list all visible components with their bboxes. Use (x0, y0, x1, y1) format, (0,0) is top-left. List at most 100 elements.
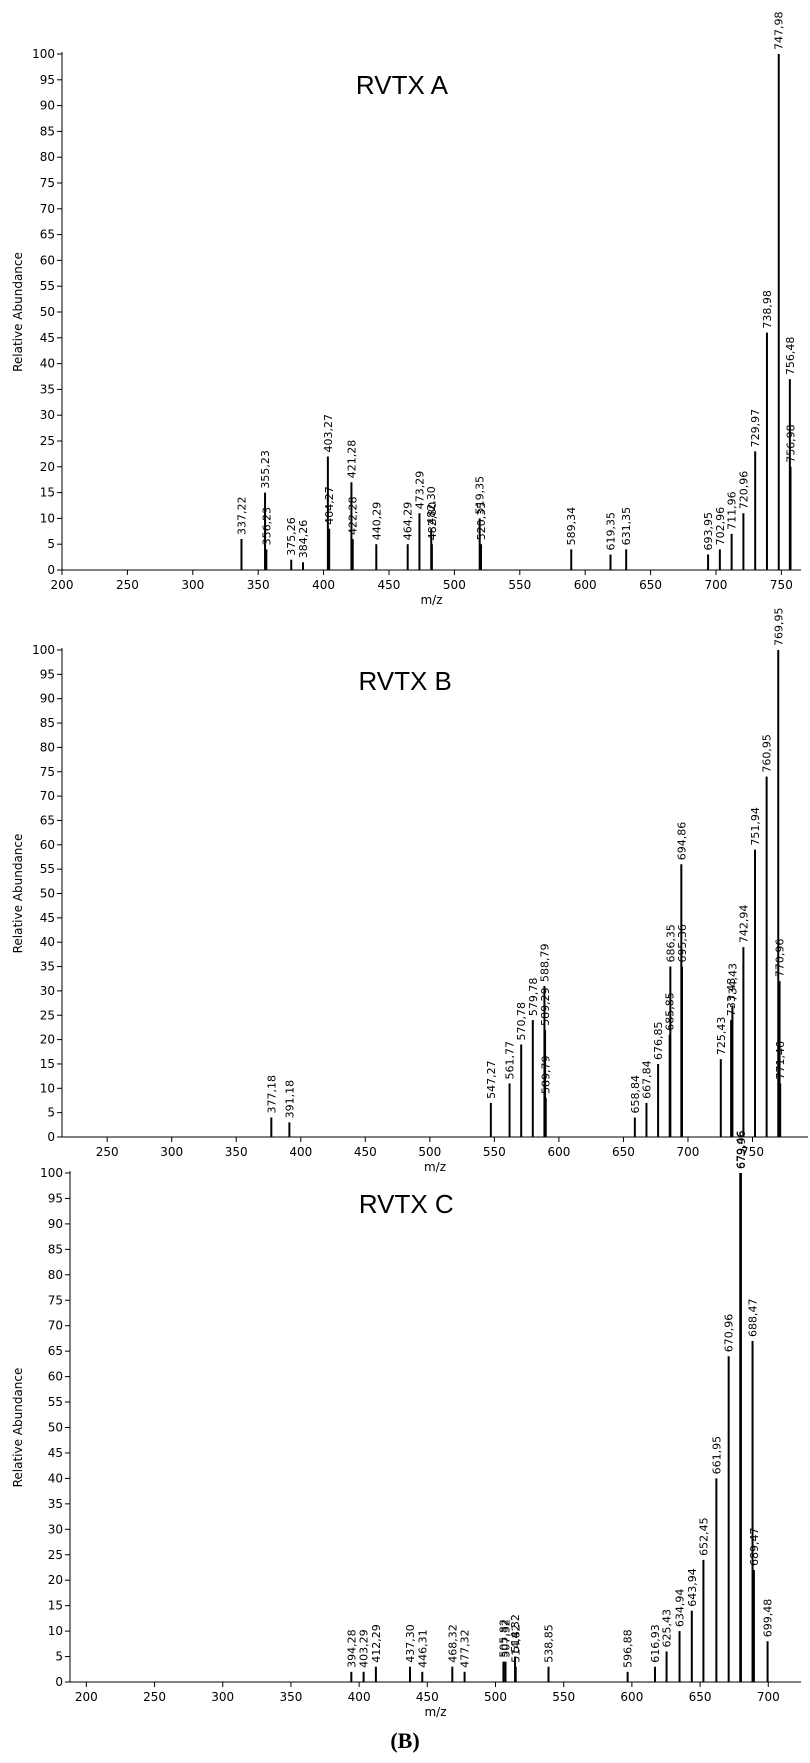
y-tick-label: 85 (40, 124, 55, 138)
peak-label: 404,27 (323, 486, 336, 525)
x-tick-label: 250 (96, 1145, 119, 1159)
y-tick-label: 5 (47, 1106, 55, 1120)
peak-label: 643,94 (686, 1568, 699, 1607)
y-tick-label: 55 (40, 862, 55, 876)
peak-label: 412,29 (370, 1624, 383, 1663)
y-axis-label: Relative Abundance (11, 1368, 25, 1488)
x-axis-label: m/z (424, 1160, 446, 1174)
y-tick-label: 75 (48, 1293, 63, 1307)
peak-label: 702,96 (714, 507, 727, 546)
peak-label: 670,96 (723, 1314, 736, 1353)
peak-label: 505,82 (497, 1619, 510, 1658)
y-tick-label: 35 (40, 382, 55, 396)
spectrum-chart: 0 5 10 15 20 25 30 35 40 45 50 55 60 65 70 75 80 85 90 95 10… (11, 608, 808, 1174)
peak-label: 693,95 (702, 512, 715, 551)
x-tick-label: 500 (484, 1690, 507, 1704)
y-tick-label: 15 (40, 1057, 55, 1071)
peak-label: 616,93 (649, 1624, 662, 1663)
peak-label: 464,29 (402, 502, 415, 541)
y-tick-label: 30 (40, 984, 55, 998)
x-tick-label: 400 (289, 1145, 312, 1159)
x-tick-label: 300 (211, 1690, 234, 1704)
x-tick-label: 350 (247, 578, 270, 592)
peak-label: 694,86 (675, 822, 688, 861)
y-tick-label: 30 (48, 1522, 63, 1536)
y-tick-label: 25 (40, 1008, 55, 1022)
chart-title: RVTX A (356, 70, 449, 100)
x-tick-label: 750 (741, 1145, 764, 1159)
x-tick-label: 450 (378, 578, 401, 592)
peak-label: 625,43 (661, 1609, 674, 1648)
peak-label: 689,47 (748, 1528, 761, 1567)
y-tick-label: 100 (32, 47, 55, 61)
x-tick-label: 700 (677, 1145, 700, 1159)
peak-label: 437,30 (404, 1624, 417, 1663)
peak-label: 699,48 (762, 1599, 775, 1638)
y-tick-label: 10 (40, 511, 55, 525)
peak-label: 770,96 (774, 939, 787, 978)
y-tick-label: 95 (40, 73, 55, 87)
peak-label: 520,35 (475, 502, 488, 541)
chart-title: RVTX C (359, 1189, 454, 1219)
x-tick-label: 500 (418, 1145, 441, 1159)
x-tick-label: 350 (279, 1690, 302, 1704)
peak-label: 738,98 (761, 290, 774, 329)
peak-label: 356,23 (260, 507, 273, 546)
peak-label: 570,78 (515, 1002, 528, 1041)
peak-label: 482,30 (425, 486, 438, 525)
peak-label: 742,94 (737, 905, 750, 944)
peak-label: 579,78 (527, 978, 540, 1017)
y-tick-label: 20 (40, 460, 55, 474)
y-tick-label: 80 (40, 150, 55, 164)
y-tick-label: 45 (40, 911, 55, 925)
peak-label: 631,35 (620, 507, 633, 546)
y-tick-label: 75 (40, 765, 55, 779)
peak-label: 561,77 (504, 1041, 517, 1080)
x-tick-label: 600 (547, 1145, 570, 1159)
y-tick-label: 85 (48, 1242, 63, 1256)
peak-label: 403,27 (322, 414, 335, 453)
y-tick-label: 60 (40, 253, 55, 267)
peak-label: 667,84 (640, 1060, 653, 1099)
y-tick-label: 65 (40, 813, 55, 827)
peak-label: 769,95 (772, 608, 785, 647)
y-tick-label: 35 (48, 1497, 63, 1511)
y-tick-label: 55 (40, 279, 55, 293)
y-tick-label: 45 (40, 331, 55, 345)
peak-label: 394,28 (345, 1629, 358, 1668)
peak-label: 711,96 (726, 491, 739, 530)
peak-label: 686,35 (664, 924, 677, 963)
x-tick-label: 700 (705, 578, 728, 592)
peak-label: 519,35 (474, 476, 487, 515)
y-tick-label: 90 (40, 99, 55, 113)
y-tick-label: 60 (40, 838, 55, 852)
x-tick-label: 600 (574, 578, 597, 592)
peak-label: 589,34 (565, 507, 578, 546)
peak-label: 679,46 (734, 1131, 747, 1170)
peak-label: 676,85 (652, 1021, 665, 1060)
x-tick-label: 500 (443, 578, 466, 592)
y-tick-label: 80 (40, 740, 55, 754)
x-tick-label: 650 (639, 578, 662, 592)
peak-label: 695,36 (676, 924, 689, 963)
y-tick-label: 40 (48, 1471, 63, 1485)
y-tick-label: 10 (48, 1624, 63, 1638)
y-tick-label: 25 (40, 434, 55, 448)
spectrum-chart: 0 5 10 15 20 25 30 35 40 45 50 55 60 65 70 75 80 85 90 95 10… (11, 12, 801, 607)
x-tick-label: 550 (552, 1690, 575, 1704)
x-tick-label: 250 (143, 1690, 166, 1704)
y-tick-label: 35 (40, 960, 55, 974)
x-tick-label: 400 (312, 578, 335, 592)
peak-label: 771,46 (774, 1041, 787, 1080)
x-tick-label: 450 (354, 1145, 377, 1159)
y-tick-label: 5 (47, 537, 55, 551)
x-tick-label: 550 (483, 1145, 506, 1159)
peak-label: 440,29 (370, 502, 383, 541)
y-tick-label: 0 (55, 1675, 63, 1689)
peak-label: 421,28 (345, 440, 358, 479)
peak-label: 720,96 (737, 471, 750, 510)
y-tick-label: 100 (32, 643, 55, 657)
peak-label: 658,84 (629, 1075, 642, 1114)
peak-label: 679,96 (735, 1131, 748, 1170)
